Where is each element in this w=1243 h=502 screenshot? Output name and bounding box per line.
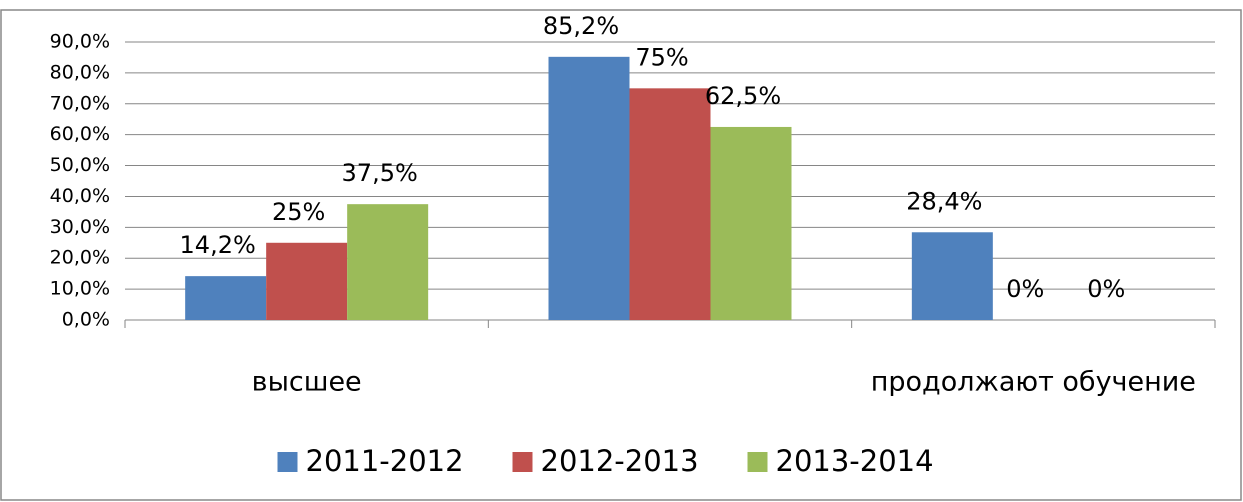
legend-swatch [512, 452, 533, 472]
bar [911, 232, 993, 320]
bar [629, 88, 711, 320]
y-tick-label: 70,0% [50, 92, 110, 114]
data-label: 28,4% [906, 187, 982, 215]
y-tick-label: 80,0% [50, 61, 110, 83]
y-tick-label: 10,0% [50, 278, 110, 300]
bar [266, 242, 348, 320]
data-label: 75% [635, 43, 688, 71]
bar [347, 204, 429, 320]
legend-swatch [277, 452, 298, 472]
data-label: 62,5% [705, 82, 781, 110]
bar [185, 276, 267, 320]
legend-label: 2013-2014 [776, 444, 934, 478]
legend-swatch [747, 452, 768, 472]
y-tick-label: 30,0% [50, 216, 110, 238]
y-tick-label: 60,0% [50, 123, 110, 145]
bar [548, 56, 630, 321]
legend-label: 2011-2012 [306, 444, 464, 478]
data-label: 37,5% [342, 159, 418, 187]
legend-label: 2012-2013 [541, 444, 699, 478]
data-label: 14,2% [180, 231, 256, 259]
data-label: 85,2% [543, 12, 619, 40]
y-tick-label: 40,0% [50, 185, 110, 207]
data-label: 0% [1087, 275, 1125, 303]
x-tick-label: продолжают обучение [871, 367, 1196, 398]
y-tick-label: 20,0% [50, 247, 110, 269]
data-label: 25% [272, 198, 325, 226]
data-label: 0% [1006, 275, 1044, 303]
y-tick-label: 50,0% [50, 154, 110, 176]
x-tick-label: высшее [252, 367, 362, 398]
bar [710, 126, 792, 320]
y-tick-label: 0,0% [62, 309, 110, 331]
y-tick-label: 90,0% [50, 31, 110, 53]
